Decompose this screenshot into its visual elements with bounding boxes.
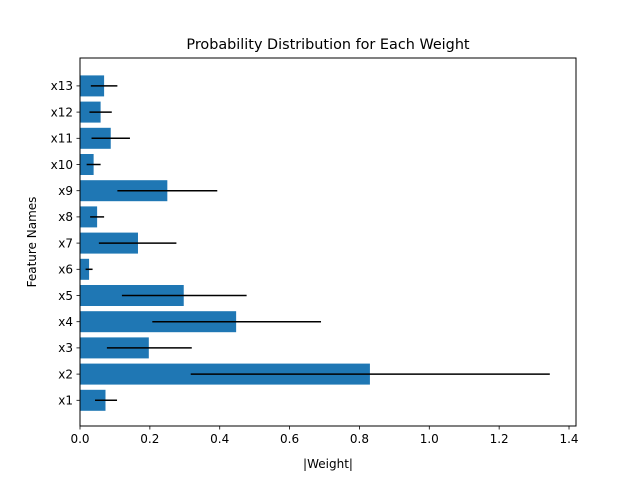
- bars-group: [80, 75, 370, 411]
- bar-x6: [80, 258, 90, 280]
- x-tick-label: 0.8: [350, 432, 369, 446]
- y-tick-label: x4: [58, 315, 73, 329]
- y-tick-label: x10: [51, 158, 73, 172]
- errorbars-group: [85, 85, 550, 402]
- y-tick-label: x11: [51, 132, 73, 146]
- y-tick-label: x13: [51, 79, 73, 93]
- bar-x1: [80, 389, 106, 411]
- x-tick-label: 1.2: [490, 432, 509, 446]
- x-axis: 0.0 0.2 0.4 0.6 0.8 1.0 1.2 1.4: [70, 426, 579, 446]
- y-axis: x1 x2 x3 x4 x5 x6 x7 x8 x9 x10 x11 x12 x13: [51, 79, 80, 408]
- y-tick-label: x7: [58, 236, 73, 250]
- y-tick-label: x1: [58, 394, 73, 408]
- x-axis-label: |Weight|: [303, 457, 353, 471]
- y-tick-label: x6: [58, 263, 73, 277]
- y-tick-label: x2: [58, 367, 73, 381]
- chart-title: Probability Distribution for Each Weight: [186, 37, 470, 53]
- y-axis-label: Feature Names: [25, 197, 39, 288]
- plot-frame: [79, 57, 577, 427]
- y-tick-label: x9: [58, 184, 73, 198]
- x-tick-label: 0.2: [140, 432, 159, 446]
- y-tick-label: x5: [58, 289, 73, 303]
- y-tick-label: x12: [51, 105, 73, 119]
- x-tick-label: 0.0: [70, 432, 89, 446]
- x-tick-label: 0.4: [210, 432, 229, 446]
- bar-x8: [80, 206, 98, 228]
- x-tick-label: 1.4: [559, 432, 578, 446]
- x-tick-label: 1.0: [420, 432, 439, 446]
- x-tick-label: 0.6: [280, 432, 299, 446]
- y-tick-label: x3: [58, 341, 73, 355]
- y-tick-label: x8: [58, 210, 73, 224]
